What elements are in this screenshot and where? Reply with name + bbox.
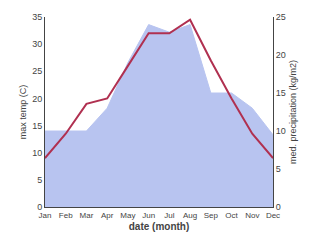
svg-text:Jan: Jan xyxy=(39,211,52,220)
svg-text:Oct: Oct xyxy=(225,211,238,220)
svg-text:5: 5 xyxy=(37,175,42,185)
svg-text:0: 0 xyxy=(37,202,42,212)
svg-text:Feb: Feb xyxy=(59,211,73,220)
svg-text:Mar: Mar xyxy=(80,211,94,220)
svg-text:20: 20 xyxy=(32,94,42,104)
svg-text:25: 25 xyxy=(276,12,286,22)
svg-text:30: 30 xyxy=(32,39,42,49)
svg-text:5: 5 xyxy=(276,164,281,174)
svg-text:10: 10 xyxy=(276,126,286,136)
svg-text:10: 10 xyxy=(32,148,42,158)
svg-text:15: 15 xyxy=(32,121,42,131)
svg-text:Jun: Jun xyxy=(142,211,155,220)
svg-text:0: 0 xyxy=(276,202,281,212)
svg-text:Aug: Aug xyxy=(183,211,197,220)
svg-text:25: 25 xyxy=(32,66,42,76)
svg-text:max temp (C): max temp (C) xyxy=(18,85,28,140)
svg-text:15: 15 xyxy=(276,88,286,98)
svg-text:med. precipitation (kg/m2): med. precipitation (kg/m2) xyxy=(288,60,298,164)
svg-text:May: May xyxy=(120,211,135,220)
svg-text:Sep: Sep xyxy=(204,211,219,220)
svg-text:Nov: Nov xyxy=(245,211,259,220)
svg-text:20: 20 xyxy=(276,50,286,60)
svg-text:date (month): date (month) xyxy=(129,221,190,232)
svg-text:35: 35 xyxy=(32,12,42,22)
svg-text:Dec: Dec xyxy=(266,211,280,220)
svg-text:Apr: Apr xyxy=(101,211,114,220)
svg-text:Jul: Jul xyxy=(164,211,174,220)
